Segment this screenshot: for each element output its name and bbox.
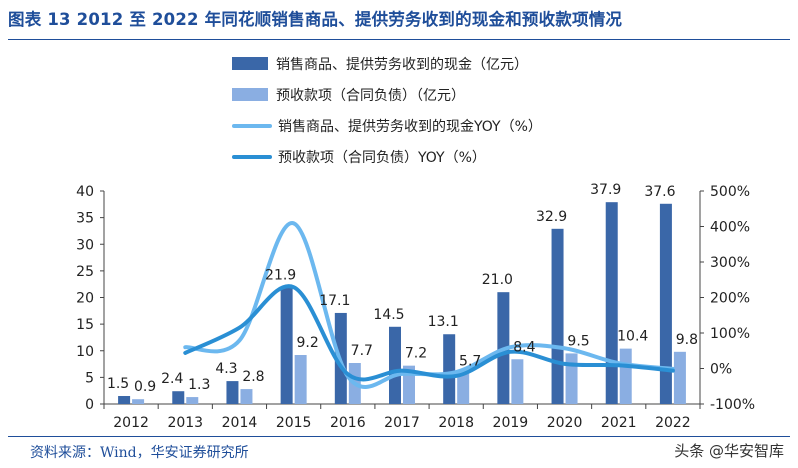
x-tick-label: 2020 — [547, 415, 583, 431]
data-label-cash: 21.0 — [482, 272, 513, 288]
data-label-cash: 21.9 — [265, 267, 296, 283]
data-label-cash: 4.3 — [215, 361, 237, 377]
watermark: 头条 @华安智库 — [674, 442, 784, 460]
data-label-cash: 17.1 — [319, 293, 350, 309]
data-label-advance: 0.9 — [134, 379, 156, 395]
x-tick-label: 2017 — [384, 415, 420, 431]
y-left-tick-label: 10 — [76, 344, 94, 360]
chart-title: 图表 13 2012 至 2022 年同花顺销售商品、提供劳务收到的现金和预收款… — [8, 10, 623, 29]
bar-advance — [457, 373, 470, 404]
x-tick-label: 2015 — [276, 415, 312, 431]
data-label-cash: 37.9 — [590, 182, 621, 198]
title-divider — [8, 39, 790, 40]
data-label-advance: 7.7 — [351, 343, 373, 359]
legend-label-cash-yoy: 销售商品、提供劳务收到的现金YOY（%） — [278, 118, 542, 135]
y-left-tick-label: 40 — [76, 184, 94, 200]
lines-layer — [183, 221, 675, 389]
bar-advance — [511, 359, 524, 404]
data-label-advance: 9.5 — [567, 333, 589, 349]
bar-cash — [389, 326, 401, 404]
y-right-tick-label: 400% — [710, 220, 750, 236]
x-tick-label: 2018 — [438, 415, 474, 431]
legend-label-advance-yoy: 预收款项（合同负债）YOY（%） — [278, 149, 486, 166]
legend-swatch-advance-bar — [232, 88, 268, 101]
bar-advance — [565, 353, 578, 404]
y-right-tick-label: 100% — [710, 326, 750, 342]
chart-legend: 销售商品、提供劳务收到的现金（亿元） 预收款项（合同负债）（亿元） 销售商品、提… — [232, 48, 542, 172]
bar-advance — [132, 399, 145, 404]
data-label-advance: 9.2 — [297, 335, 319, 351]
x-tick-label: 2022 — [655, 415, 691, 431]
data-label-advance: 8.4 — [513, 339, 535, 355]
data-label-cash: 32.9 — [536, 209, 567, 225]
data-label-advance: 9.8 — [676, 332, 698, 348]
bar-advance — [186, 397, 199, 404]
data-label-cash: 37.6 — [644, 184, 675, 200]
legend-swatch-advance-yoy — [232, 154, 272, 159]
bar-cash — [659, 203, 672, 404]
legend-swatch-cash-yoy — [232, 123, 272, 128]
line-cash-yoy — [183, 221, 675, 389]
legend-label-cash-bar: 销售商品、提供劳务收到的现金（亿元） — [276, 56, 528, 73]
legend-item-cash-yoy: 销售商品、提供劳务收到的现金YOY（%） — [232, 110, 542, 141]
legend-item-advance-yoy: 预收款项（合同负债）YOY（%） — [232, 141, 542, 172]
x-tick-label: 2019 — [493, 415, 529, 431]
bar-cash — [443, 334, 456, 404]
y-right-tick-label: 500% — [710, 184, 750, 200]
x-tick-label: 2021 — [601, 415, 637, 431]
legend-swatch-cash-bar — [232, 57, 268, 70]
bar-cash — [172, 391, 185, 404]
bar-cash — [551, 228, 564, 404]
bar-advance — [673, 351, 686, 404]
data-label-advance: 2.8 — [242, 369, 264, 385]
legend-item-advance-bar: 预收款项（合同负债）（亿元） — [232, 79, 542, 110]
data-label-advance: 10.4 — [617, 329, 648, 345]
bar-cash — [280, 287, 293, 404]
bar-cash — [118, 396, 131, 404]
x-tick-label: 2014 — [222, 415, 258, 431]
legend-item-cash-bar: 销售商品、提供劳务收到的现金（亿元） — [232, 48, 542, 79]
x-tick-label: 2013 — [167, 415, 203, 431]
y-right-tick-label: 300% — [710, 255, 750, 271]
bar-advance — [294, 355, 307, 404]
labels-layer: 1.5 2.4 4.3 21.9 17.1 14.5 13.1 21.0 32.9 37.9 37.… — [107, 182, 698, 395]
legend-label-advance-bar: 预收款项（合同负债）（亿元） — [276, 87, 465, 104]
data-label-cash: 13.1 — [428, 314, 459, 330]
data-label-cash: 14.5 — [373, 307, 404, 323]
axes-layer: 0 5 10 15 20 25 30 35 40 -100% 0% 100% 200% 300% 400% 5… — [76, 184, 755, 431]
bar-advance — [240, 389, 253, 404]
y-right-tick-label: 0% — [710, 362, 732, 378]
y-left-tick-label: 15 — [76, 317, 94, 333]
y-right-tick-label: 200% — [710, 291, 750, 307]
data-label-advance: 7.2 — [405, 346, 427, 362]
data-label-advance: 1.3 — [188, 377, 210, 393]
bar-advance — [619, 348, 632, 404]
x-tick-label: 2016 — [330, 415, 366, 431]
line-advance-yoy — [183, 284, 675, 382]
x-tick-label: 2012 — [113, 415, 149, 431]
y-left-tick-label: 0 — [85, 397, 94, 413]
y-left-tick-label: 30 — [76, 237, 94, 253]
y-left-tick-label: 35 — [76, 211, 94, 227]
data-label-advance: 5.7 — [459, 354, 481, 370]
footer-divider — [8, 436, 790, 437]
y-left-tick-label: 20 — [76, 291, 94, 307]
data-label-cash: 1.5 — [107, 376, 129, 392]
bar-cash — [226, 381, 239, 404]
y-left-tick-label: 25 — [76, 264, 94, 280]
source-note: 资料来源：Wind，华安证券研究所 — [30, 445, 249, 461]
data-label-cash: 2.4 — [161, 371, 183, 387]
y-right-tick-label: -100% — [710, 397, 755, 413]
bar-cash — [605, 202, 618, 404]
y-left-tick-label: 5 — [85, 370, 94, 386]
